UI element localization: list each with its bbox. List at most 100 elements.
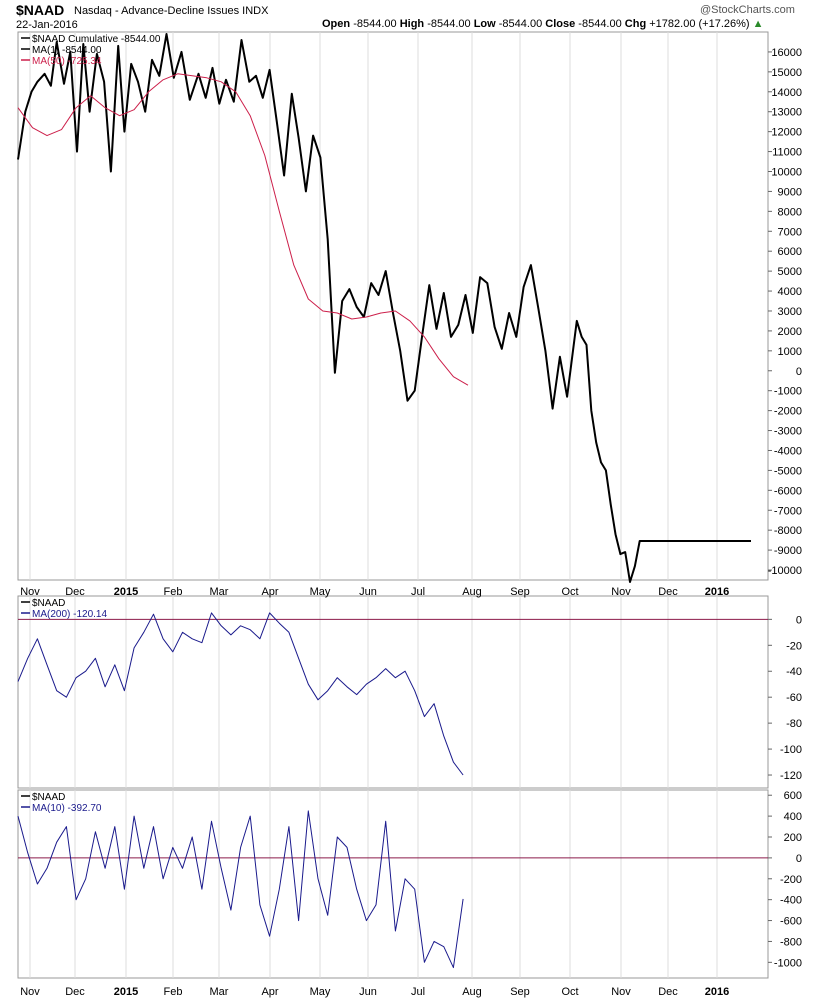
series-line xyxy=(17,33,751,583)
brand-watermark: @StockCharts.com xyxy=(700,4,795,16)
y-tick-label: -400 xyxy=(780,895,802,907)
month-label-upper: Jul xyxy=(411,586,425,598)
month-label-lower: Sep xyxy=(510,986,530,998)
y-tick-label: 6000 xyxy=(778,246,802,258)
y-tick-label: 0 xyxy=(796,614,802,626)
y-tick-label: 1000 xyxy=(778,346,802,358)
panel-frame xyxy=(17,31,769,581)
y-tick-label: -20 xyxy=(786,640,802,652)
y-tick-label: 13000 xyxy=(771,107,802,119)
month-label-lower: Nov xyxy=(20,986,40,998)
month-label-lower: Feb xyxy=(164,986,183,998)
month-label-upper: Nov xyxy=(611,586,631,598)
month-label-lower: Oct xyxy=(561,986,578,998)
y-tick-label: -5000 xyxy=(774,465,802,477)
y-tick-label: 15000 xyxy=(771,67,802,79)
panel-frame xyxy=(17,595,769,789)
month-label-upper: Dec xyxy=(65,586,85,598)
y-tick-label: -80 xyxy=(786,718,802,730)
month-label-lower: Apr xyxy=(261,986,278,998)
month-label-lower: Dec xyxy=(65,986,85,998)
y-tick-label: -200 xyxy=(780,874,802,886)
y-tick-label: -4000 xyxy=(774,445,802,457)
y-tick-label: 3000 xyxy=(778,306,802,318)
y-tick-label: -1000 xyxy=(774,957,802,969)
y-tick-label: 9000 xyxy=(778,186,802,198)
legend-entry: MA(1) -8544.00 xyxy=(32,45,102,56)
y-tick-label: 11000 xyxy=(772,147,802,159)
month-label-lower: Jul xyxy=(411,986,425,998)
chart-date: 22-Jan-2016 xyxy=(16,19,78,31)
y-tick-label: 400 xyxy=(784,811,802,823)
y-tick-label: -100 xyxy=(780,744,802,756)
high-label: High xyxy=(399,18,425,30)
y-tick-label: 10000 xyxy=(771,166,802,178)
month-label-upper: 2015 xyxy=(114,586,138,598)
low-value: -8544.00 xyxy=(498,18,543,30)
ohlc-summary: Open -8544.00 High -8544.00 Low -8544.00… xyxy=(322,18,764,30)
month-label-upper: Nov xyxy=(20,586,40,598)
low-label: Low xyxy=(473,18,496,30)
legend-entry: MA(200) -120.14 xyxy=(32,609,107,620)
y-tick-label: -120 xyxy=(780,770,802,782)
chg-label: Chg xyxy=(624,18,647,30)
y-tick-label: -6000 xyxy=(774,485,802,497)
open-label: Open xyxy=(322,18,351,30)
y-tick-label: 0 xyxy=(796,853,802,865)
month-label-lower: 2015 xyxy=(114,986,138,998)
y-tick-label: 14000 xyxy=(771,87,802,99)
chart-symbol: $NAAD xyxy=(16,2,65,18)
month-label-upper: Mar xyxy=(210,586,229,598)
legend-entry: $NAAD Cumulative -8544.00 xyxy=(32,34,161,45)
month-label-upper: Apr xyxy=(261,586,278,598)
month-label-upper: Aug xyxy=(462,586,482,598)
panel-frame xyxy=(17,789,769,979)
month-label-upper: Oct xyxy=(561,586,578,598)
y-tick-label: 8000 xyxy=(778,206,802,218)
open-value: -8544.00 xyxy=(353,18,397,30)
y-tick-label: 200 xyxy=(784,832,802,844)
y-tick-label: 7000 xyxy=(778,226,802,238)
y-tick-label: -9000 xyxy=(774,545,802,557)
y-tick-label: -7000 xyxy=(774,505,802,517)
chart-description: Nasdaq - Advance-Decline Issues INDX xyxy=(74,5,268,17)
exchange-text: INDX xyxy=(242,5,269,17)
y-tick-label: -8000 xyxy=(774,525,802,537)
y-tick-label: 16000 xyxy=(771,47,802,59)
y-tick-label: -40 xyxy=(786,666,802,678)
y-tick-label: 4000 xyxy=(778,286,802,298)
y-tick-label: -2000 xyxy=(774,406,802,418)
month-label-upper: Jun xyxy=(359,586,377,598)
high-value: -8544.00 xyxy=(427,18,471,30)
series-line xyxy=(17,612,464,776)
legend-entry: $NAAD xyxy=(32,598,65,609)
y-tick-label: 2000 xyxy=(778,326,802,338)
y-tick-label: 0 xyxy=(796,366,802,378)
month-label-lower: Dec xyxy=(658,986,678,998)
y-tick-label: -60 xyxy=(786,692,802,704)
description-text: Nasdaq - Advance-Decline Issues xyxy=(74,5,240,17)
month-label-lower: Nov xyxy=(611,986,631,998)
month-label-lower: 2016 xyxy=(705,986,729,998)
y-tick-label: -1000 xyxy=(774,386,802,398)
y-tick-label: -10000 xyxy=(768,565,802,577)
chg-value: +1782.00 (+17.26%) xyxy=(649,18,750,30)
close-label: Close xyxy=(545,18,576,30)
month-label-upper: 2016 xyxy=(705,586,729,598)
y-tick-label: -600 xyxy=(780,916,802,928)
series-line xyxy=(17,73,469,386)
close-value: -8544.00 xyxy=(578,18,622,30)
series-line xyxy=(17,810,464,969)
y-tick-label: -800 xyxy=(780,936,802,948)
month-label-upper: Dec xyxy=(658,586,678,598)
y-tick-label: 600 xyxy=(784,790,802,802)
month-label-lower: May xyxy=(310,986,331,998)
legend-entry: MA(10) -392.70 xyxy=(32,803,102,814)
month-label-upper: Sep xyxy=(510,586,530,598)
month-label-lower: Aug xyxy=(462,986,482,998)
month-label-upper: Feb xyxy=(164,586,183,598)
legend-entry: $NAAD xyxy=(32,792,65,803)
up-arrow-icon: ▲ xyxy=(752,18,764,30)
